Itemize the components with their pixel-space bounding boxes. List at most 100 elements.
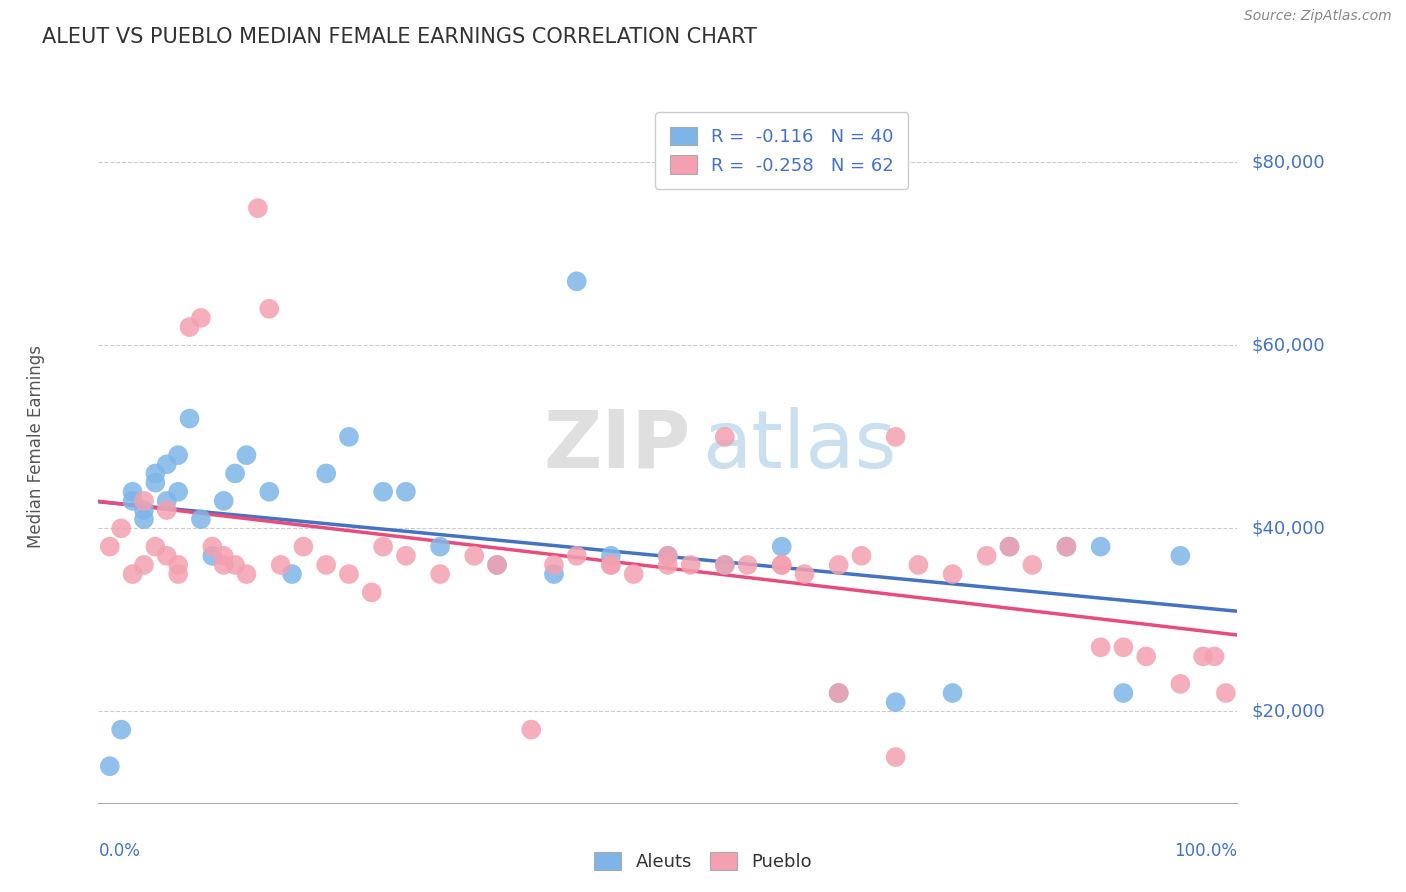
Point [565, 549, 588, 563]
Point [1215, 686, 1237, 700]
Point [770, 558, 793, 572]
Legend: Aleuts, Pueblo: Aleuts, Pueblo [586, 845, 820, 879]
Point [179, 320, 201, 334]
Point [600, 558, 623, 572]
Point [212, 549, 235, 563]
Point [315, 467, 337, 481]
Point [132, 494, 155, 508]
Point [132, 512, 155, 526]
Point [292, 540, 315, 554]
Text: $20,000: $20,000 [1251, 702, 1324, 721]
Point [121, 484, 143, 499]
Point [156, 549, 179, 563]
Point [1021, 558, 1043, 572]
Point [714, 430, 737, 444]
Point [1112, 686, 1135, 700]
Text: Source: ZipAtlas.com: Source: ZipAtlas.com [1244, 9, 1392, 23]
Point [1090, 540, 1112, 554]
Point [942, 686, 965, 700]
Point [371, 484, 394, 499]
Point [657, 549, 679, 563]
Point [246, 201, 269, 215]
Point [337, 430, 360, 444]
Point [360, 585, 382, 599]
Point [884, 430, 907, 444]
Point [520, 723, 543, 737]
Point [828, 686, 851, 700]
Text: $60,000: $60,000 [1251, 336, 1324, 354]
Point [259, 484, 281, 499]
Point [884, 750, 907, 764]
Point [395, 484, 418, 499]
Point [212, 494, 235, 508]
Point [259, 301, 281, 316]
Point [600, 558, 623, 572]
Point [145, 475, 167, 490]
Text: Median Female Earnings: Median Female Earnings [27, 344, 45, 548]
Text: $40,000: $40,000 [1251, 519, 1324, 537]
Point [201, 540, 224, 554]
Point [486, 558, 509, 572]
Point [98, 759, 121, 773]
Point [145, 540, 167, 554]
Point [224, 558, 246, 572]
Point [1170, 677, 1192, 691]
Point [907, 558, 929, 572]
Point [1135, 649, 1157, 664]
Point [714, 558, 737, 572]
Point [998, 540, 1021, 554]
Point [156, 494, 179, 508]
Point [201, 549, 224, 563]
Point [1054, 540, 1078, 554]
Point [167, 448, 190, 462]
Text: atlas: atlas [702, 407, 897, 485]
Point [714, 558, 737, 572]
Point [371, 540, 394, 554]
Point [315, 558, 337, 572]
Point [190, 310, 212, 325]
Point [179, 411, 201, 425]
Point [657, 558, 679, 572]
Point [1170, 549, 1192, 563]
Point [98, 540, 121, 554]
Point [1192, 649, 1215, 664]
Legend: R =  -0.116   N = 40, R =  -0.258   N = 62: R = -0.116 N = 40, R = -0.258 N = 62 [655, 112, 908, 189]
Point [395, 549, 418, 563]
Point [543, 567, 565, 582]
Point [121, 567, 143, 582]
Point [770, 558, 793, 572]
Point [623, 567, 645, 582]
Text: $80,000: $80,000 [1251, 153, 1324, 171]
Point [600, 549, 623, 563]
Point [110, 723, 132, 737]
Point [770, 540, 793, 554]
Point [235, 567, 257, 582]
Point [486, 558, 509, 572]
Point [190, 512, 212, 526]
Point [942, 567, 965, 582]
Point [121, 494, 143, 508]
Point [543, 558, 565, 572]
Point [145, 467, 167, 481]
Point [737, 558, 759, 572]
Point [281, 567, 304, 582]
Text: 100.0%: 100.0% [1174, 842, 1237, 860]
Point [565, 274, 588, 288]
Point [828, 686, 851, 700]
Point [156, 503, 179, 517]
Point [463, 549, 485, 563]
Point [270, 558, 292, 572]
Point [132, 558, 155, 572]
Point [1090, 640, 1112, 655]
Point [851, 549, 873, 563]
Point [167, 567, 190, 582]
Point [337, 567, 360, 582]
Text: 0.0%: 0.0% [98, 842, 141, 860]
Point [793, 567, 815, 582]
Point [998, 540, 1021, 554]
Point [1112, 640, 1135, 655]
Point [132, 503, 155, 517]
Point [1054, 540, 1078, 554]
Point [167, 484, 190, 499]
Point [429, 540, 451, 554]
